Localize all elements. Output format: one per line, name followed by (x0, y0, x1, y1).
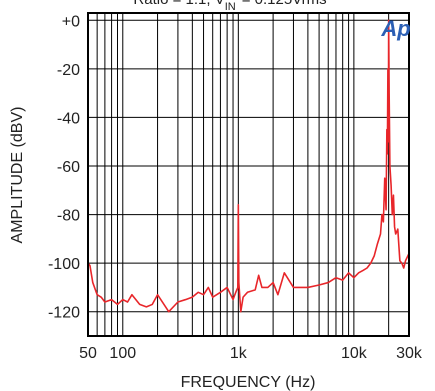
logo: Ap (380, 16, 410, 41)
title-subscript: IN (225, 1, 236, 13)
chart-title: Ratio = 1:1, VIN = 0.125Vrms (133, 0, 326, 13)
spectrum-line (87, 19, 410, 313)
y-tick-label: -40 (57, 110, 80, 127)
y-tick-label: -20 (57, 62, 80, 79)
title-main: Ratio = 1:1, V (133, 0, 224, 8)
x-axis-title: FREQUENCY (Hz) (181, 374, 316, 391)
y-tick-label: -60 (57, 159, 80, 176)
y-axis-title: AMPLITUDE (dBV) (9, 107, 26, 244)
y-tick-label: -100 (48, 256, 80, 273)
x-tick-label: 10k (341, 345, 368, 362)
x-tick-label: 100 (109, 345, 136, 362)
plot-border (87, 12, 410, 337)
plot-area (87, 12, 410, 337)
y-tick-label: -120 (48, 305, 80, 322)
y-tick-label: -80 (57, 208, 80, 225)
x-tick-label: 50 (79, 345, 97, 362)
x-tick-label: 1k (230, 345, 248, 362)
x-tick-label: 30k (396, 345, 423, 362)
y-tick-label: +0 (62, 13, 80, 30)
title-end: = 0.125Vrms (242, 0, 327, 8)
